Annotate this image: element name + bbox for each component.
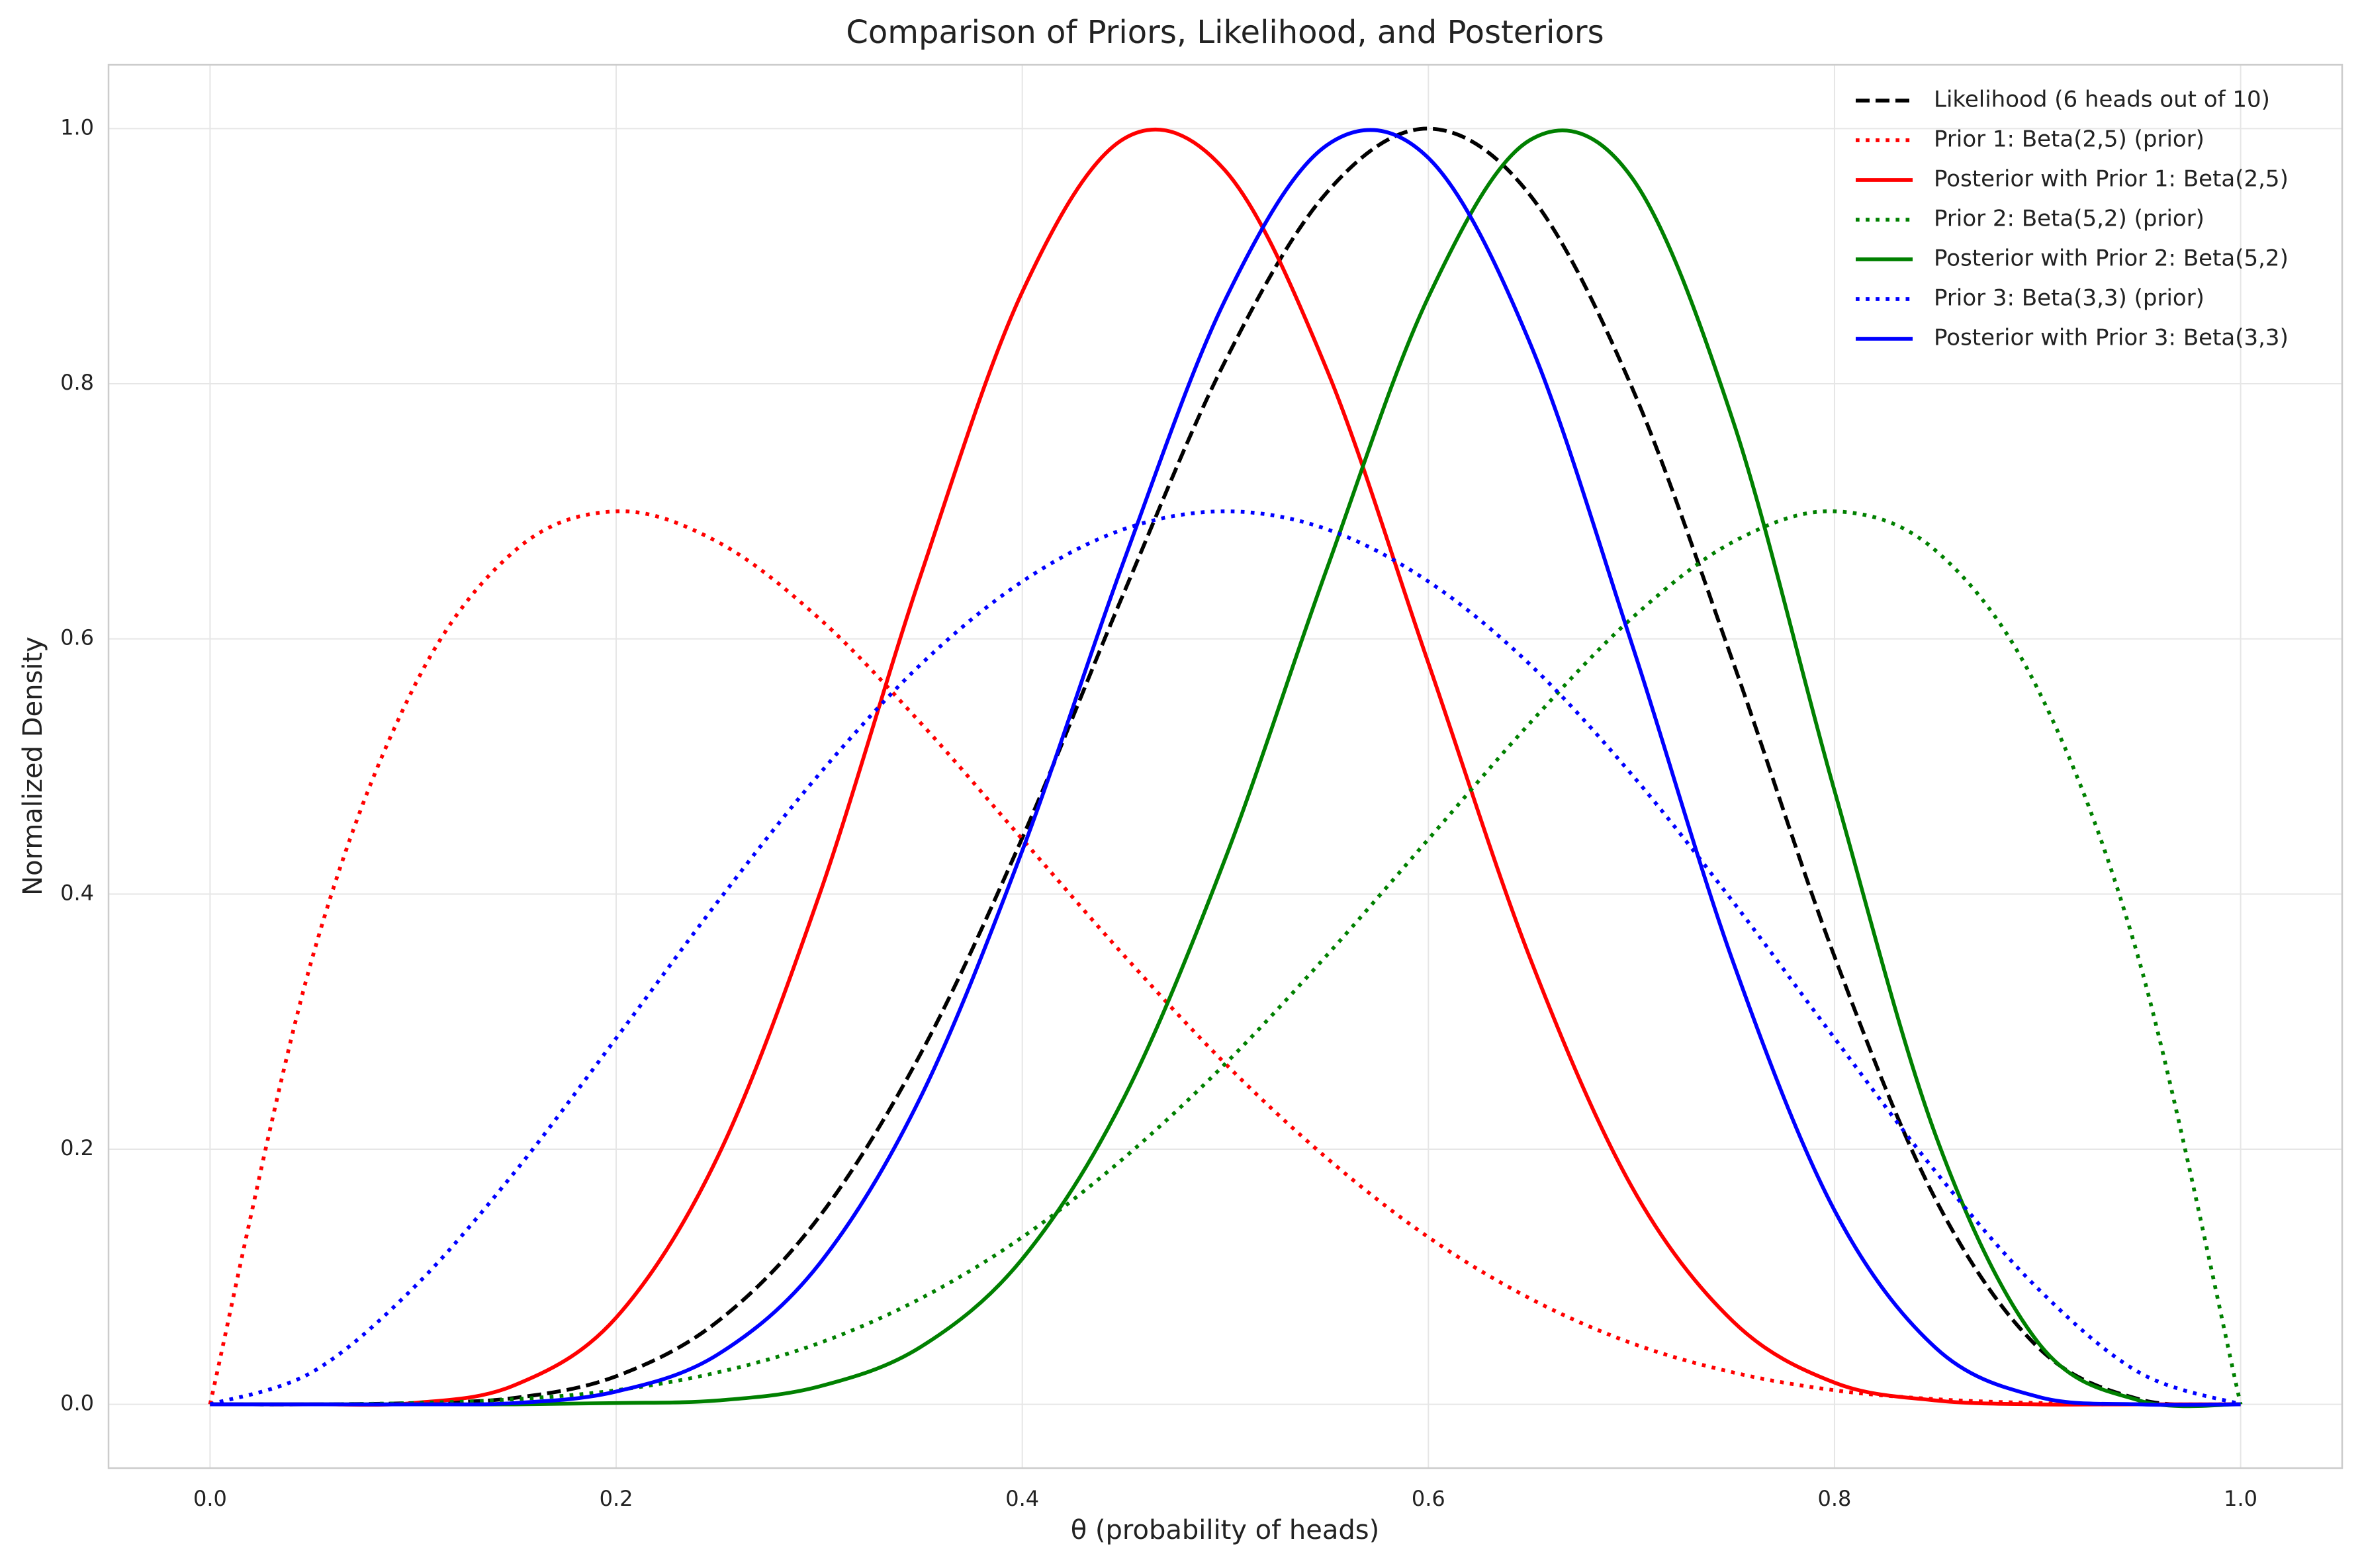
x-tick-label: 1.0 (2224, 1486, 2257, 1511)
legend-label: Prior 3: Beta(3,3) (prior) (1934, 285, 2204, 312)
series-line (210, 128, 2241, 1409)
y-tick-label: 0.8 (60, 370, 94, 395)
legend-label: Likelihood (6 heads out of 10) (1934, 87, 2270, 113)
x-tick-label: 0.2 (600, 1486, 633, 1511)
series-line (208, 509, 2241, 1407)
legend-label: Posterior with Prior 3: Beta(3,3) (1934, 325, 2289, 351)
y-tick-label: 0.0 (60, 1391, 94, 1416)
x-tick-label: 0.4 (1005, 1486, 1039, 1511)
x-tick-label: 0.6 (1412, 1486, 1445, 1511)
x-tick-label: 0.8 (1818, 1486, 1852, 1511)
series-line (210, 128, 2241, 1407)
series-line (210, 126, 2241, 1407)
x-axis-label: θ (probability of heads) (1071, 1515, 1380, 1546)
series-line (209, 509, 2242, 1407)
series-line (210, 128, 2241, 1407)
series-line (210, 509, 2243, 1407)
legend-label: Prior 2: Beta(5,2) (prior) (1934, 206, 2204, 232)
legend-label: Posterior with Prior 1: Beta(2,5) (1934, 166, 2289, 193)
legend-label: Prior 1: Beta(2,5) (prior) (1934, 126, 2204, 153)
x-tick-label: 0.0 (193, 1486, 227, 1511)
y-axis-label: Normalized Density (18, 636, 48, 896)
y-tick-label: 0.2 (60, 1135, 94, 1160)
legend-label: Posterior with Prior 2: Beta(5,2) (1934, 245, 2289, 272)
y-tick-label: 0.4 (60, 880, 94, 905)
y-tick-label: 0.6 (60, 625, 94, 650)
chart-title: Comparison of Priors, Likelihood, and Po… (846, 14, 1604, 51)
y-tick-label: 1.0 (60, 114, 94, 140)
plot-frame (107, 64, 2343, 1469)
